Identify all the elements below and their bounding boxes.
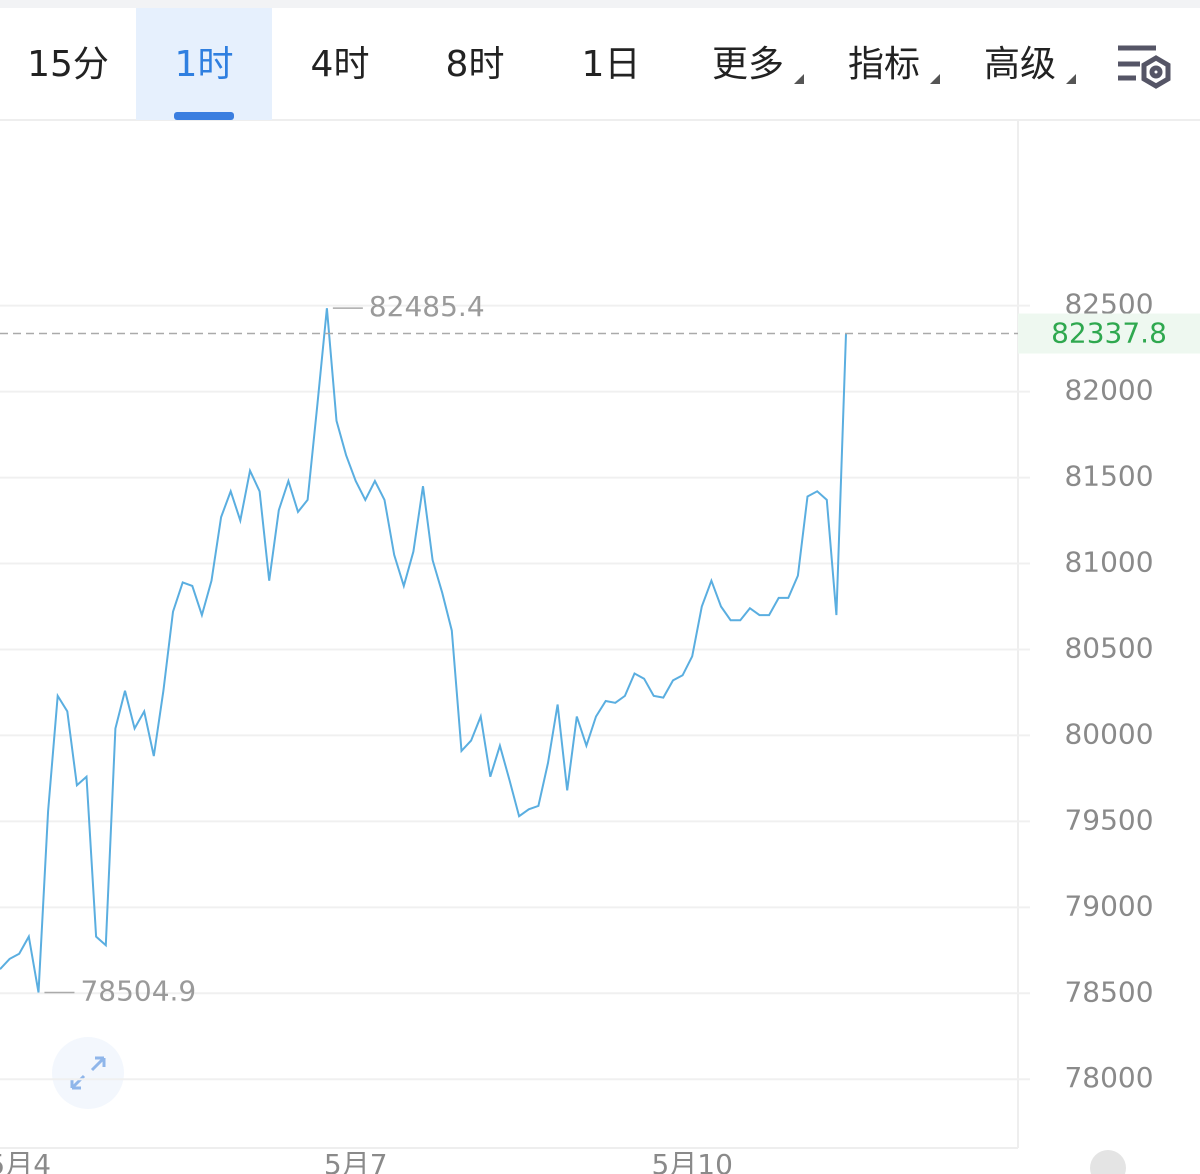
last-price-bg xyxy=(1018,313,1200,354)
tab[interactable]: 8时 xyxy=(446,44,505,85)
tab-label: 1日 xyxy=(582,44,641,85)
y-tick-label: 80000 xyxy=(1064,717,1153,750)
tab-label: 1时 xyxy=(175,44,234,85)
x-tick-label: 5月10 xyxy=(651,1148,732,1174)
tab-underline xyxy=(174,112,234,120)
y-tick-label: 78500 xyxy=(1064,975,1153,1008)
last-price-label: 82337.8 xyxy=(1051,317,1167,350)
tab[interactable]: 15分 xyxy=(27,44,109,85)
tab-label: 更多 xyxy=(712,44,784,85)
top-strip xyxy=(0,0,1200,8)
icon-hex xyxy=(1141,55,1171,89)
tab-label: 高级 xyxy=(984,44,1056,85)
y-tick-label: 82000 xyxy=(1064,374,1153,407)
x-tick-label: 5月7 xyxy=(324,1148,388,1174)
x-tick-label: 5月4 xyxy=(0,1148,51,1174)
y-tick-label: 81500 xyxy=(1064,460,1153,493)
y-tick-label: 78000 xyxy=(1064,1061,1153,1094)
expand-arrows xyxy=(70,1056,106,1090)
price-line xyxy=(0,308,847,993)
extreme-label: 78504.9 xyxy=(80,974,196,1007)
y-tick-label: 79500 xyxy=(1064,803,1153,836)
tab-label: 8时 xyxy=(446,44,505,85)
scroll-end-button[interactable] xyxy=(1090,1150,1126,1174)
tab[interactable]: 指标 xyxy=(848,44,940,85)
tab[interactable]: 1时 xyxy=(136,8,272,120)
tab[interactable]: 更多 xyxy=(712,44,804,85)
extreme-label: 82485.4 xyxy=(369,290,485,323)
y-tick-label: 80500 xyxy=(1064,631,1153,664)
dropdown-caret xyxy=(930,74,940,84)
y-tick-label: 79000 xyxy=(1064,889,1153,922)
icon-dot xyxy=(1149,65,1163,79)
expand-bg xyxy=(52,1037,124,1109)
tab-label: 15分 xyxy=(27,44,109,85)
scroll-end-bg xyxy=(1090,1150,1126,1174)
plot: 78000 78500 79000 79500 80000 80500 81000 81500… xyxy=(0,288,1200,1174)
tab-selected-bg xyxy=(136,8,272,120)
tab[interactable]: 1日 xyxy=(582,44,641,85)
tab[interactable]: 高级 xyxy=(984,44,1076,85)
settings-icon[interactable] xyxy=(1118,45,1171,89)
dropdown-caret xyxy=(794,74,804,84)
y-tick-label: 81000 xyxy=(1064,546,1153,579)
tab[interactable]: 4时 xyxy=(311,44,370,85)
tab-bar: 15分 1时 4时 8时 1日 更多 指标 高级 xyxy=(27,8,1076,120)
expand-button[interactable] xyxy=(52,1037,124,1109)
dropdown-caret xyxy=(1066,74,1076,84)
tab-label: 指标 xyxy=(848,44,920,85)
tab-label: 4时 xyxy=(311,44,370,85)
